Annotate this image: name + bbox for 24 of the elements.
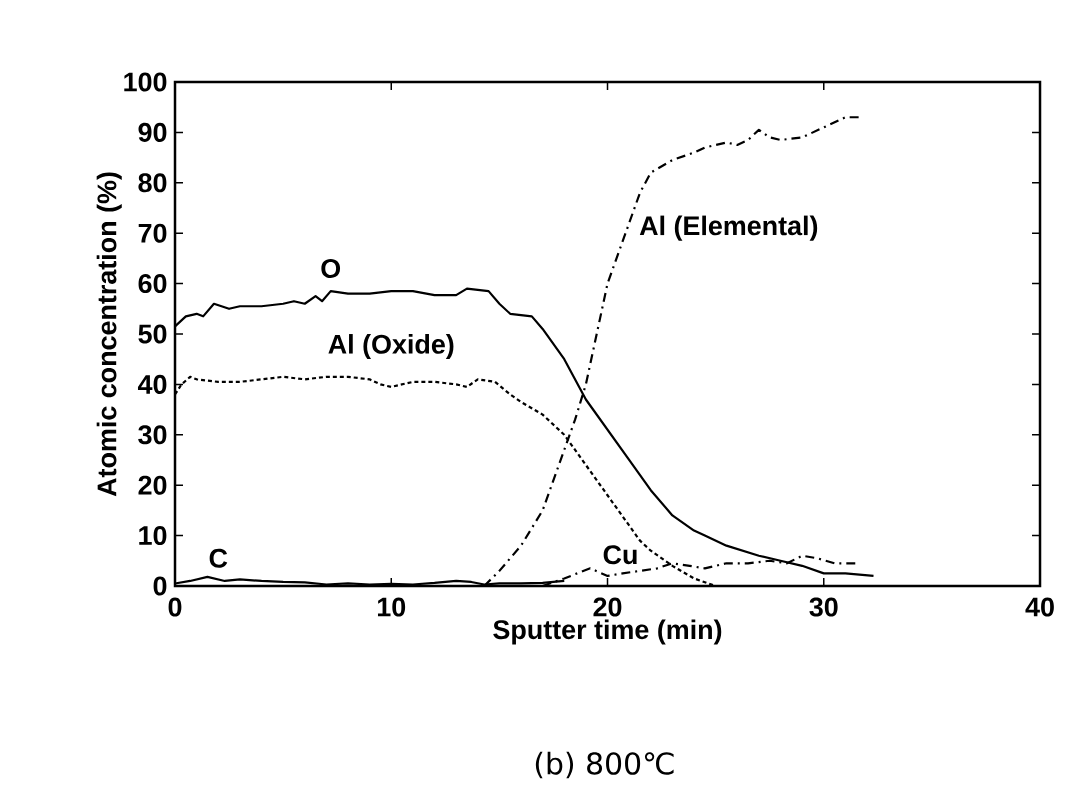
series-label: Al (Elemental) [639, 215, 818, 241]
x-tick-label: 0 [168, 597, 182, 617]
text: (b) 800℃ [535, 751, 674, 779]
y-tick-label: 30 [138, 425, 167, 445]
series-label: Cu [603, 545, 637, 565]
series-label: O [321, 258, 341, 278]
x-tick-label: 10 [377, 597, 406, 617]
y-axis-title: Atomic concentration (%) [96, 172, 122, 497]
y-tick-label: 70 [138, 223, 167, 243]
y-tick-label: 50 [138, 324, 167, 344]
y-tick-label: 90 [138, 122, 167, 142]
x-tick-label: 20 [593, 597, 622, 617]
y-tick-label: 40 [137, 374, 167, 394]
x-axis-title: Sputter time (min) [493, 619, 722, 645]
y-tick-label: 80 [138, 173, 167, 193]
y-tick-label: 0 [153, 576, 167, 596]
x-tick-label: 30 [809, 597, 838, 617]
y-tick-label: 100 [124, 72, 167, 92]
series-label: C [209, 548, 228, 568]
y-tick-label: 10 [139, 526, 167, 546]
x-tick-label: 40 [1025, 597, 1054, 617]
y-tick-label: 60 [138, 274, 167, 294]
series-label: Al (Oxide) [328, 334, 454, 360]
y-tick-label: 20 [138, 475, 167, 495]
